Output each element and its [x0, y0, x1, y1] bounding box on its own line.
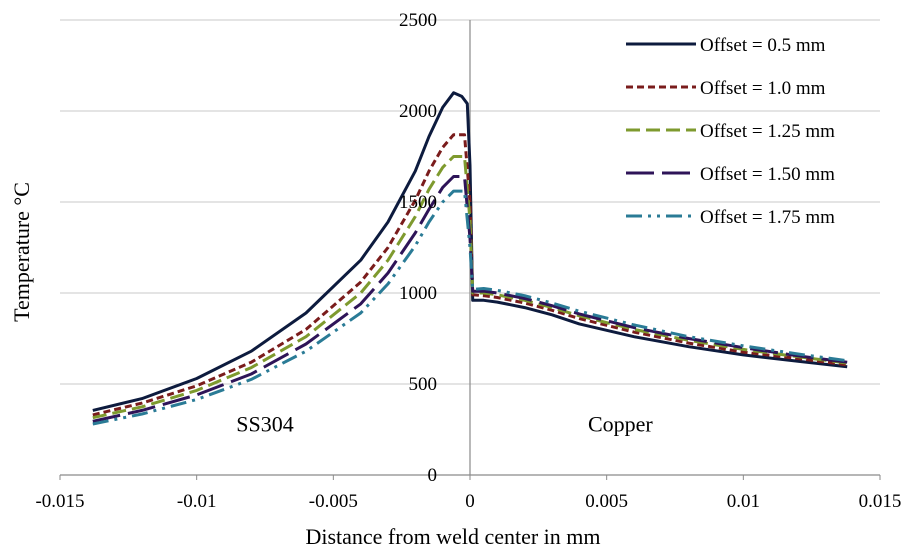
legend-label-4: Offset = 1.50 mm	[700, 164, 835, 185]
legend: Offset = 0.5 mm Offset = 1.0 mm Offset = 1…	[626, 35, 835, 228]
series-line-3	[92, 155, 848, 420]
series-line-5	[92, 189, 848, 426]
legend-label-5: Offset = 1.75 mm	[700, 207, 835, 228]
y-axis-title: Temperature °C	[9, 182, 34, 322]
x-tick-label: -0.005	[309, 491, 358, 512]
legend-label-1: Offset = 0.5 mm	[700, 35, 826, 56]
region-label-ss304: SS304	[236, 412, 293, 437]
x-tick-label: 0.01	[727, 491, 760, 512]
x-tick-label: -0.01	[177, 491, 217, 512]
y-tick-label: 500	[409, 374, 438, 395]
y-tick-label: 0	[428, 465, 438, 486]
y-tick-labels: 0 500 1000 1500 2000 2500	[399, 10, 437, 486]
x-tick-label: 0.015	[859, 491, 902, 512]
series-layer	[92, 91, 848, 426]
series-line-1	[92, 91, 848, 412]
x-tick-label: 0	[465, 491, 475, 512]
y-tick-label: 1000	[399, 283, 437, 304]
x-tick-labels: -0.015 -0.01 -0.005 0 0.005 0.01 0.015	[35, 491, 901, 512]
x-tick-label: -0.015	[35, 491, 84, 512]
x-axis-title: Distance from weld center in mm	[305, 524, 600, 549]
legend-label-3: Offset = 1.25 mm	[700, 121, 835, 142]
y-tick-label: 2500	[399, 10, 437, 31]
y-tick-label: 1500	[399, 192, 437, 213]
y-tick-label: 2000	[399, 101, 437, 122]
series-line-4	[92, 175, 848, 423]
region-label-copper: Copper	[588, 412, 653, 437]
legend-label-2: Offset = 1.0 mm	[700, 78, 826, 99]
x-tick-label: 0.005	[585, 491, 628, 512]
annotations: SS304 Copper	[236, 412, 653, 437]
series-line-2	[92, 133, 848, 417]
